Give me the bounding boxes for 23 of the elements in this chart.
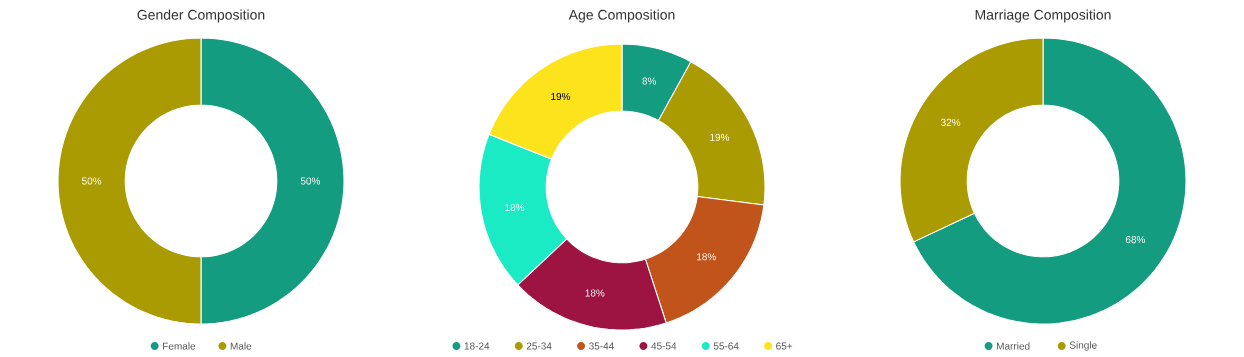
data-label: 68%	[1125, 236, 1146, 244]
chart-title: Age Composition	[568, 9, 675, 23]
legend-label: 25-34	[526, 342, 552, 350]
data-label: 50%	[82, 177, 102, 185]
data-label: 32%	[941, 118, 961, 126]
data-label: 19%	[710, 133, 730, 141]
legend-label: 18-24	[464, 342, 490, 350]
data-label: 18%	[505, 203, 525, 212]
legend-label: Married	[996, 342, 1030, 350]
legend-label: 45-54	[651, 342, 677, 350]
data-label: 18%	[585, 289, 605, 297]
data-label: 19%	[551, 92, 571, 101]
data-label: 50%	[300, 177, 321, 185]
legend-label: 65+	[776, 342, 793, 350]
data-label: 8%	[642, 77, 657, 85]
chart-title: Gender Composition	[137, 9, 265, 23]
legend-label: 35-44	[589, 342, 614, 350]
chart-title: Marriage Composition	[975, 9, 1111, 23]
legend-label: Male	[230, 342, 252, 350]
legend-label: Female	[163, 342, 196, 350]
legend-label: 55-64	[713, 342, 739, 350]
data-label: 18%	[697, 253, 716, 261]
legend-label: Single	[1069, 341, 1097, 351]
